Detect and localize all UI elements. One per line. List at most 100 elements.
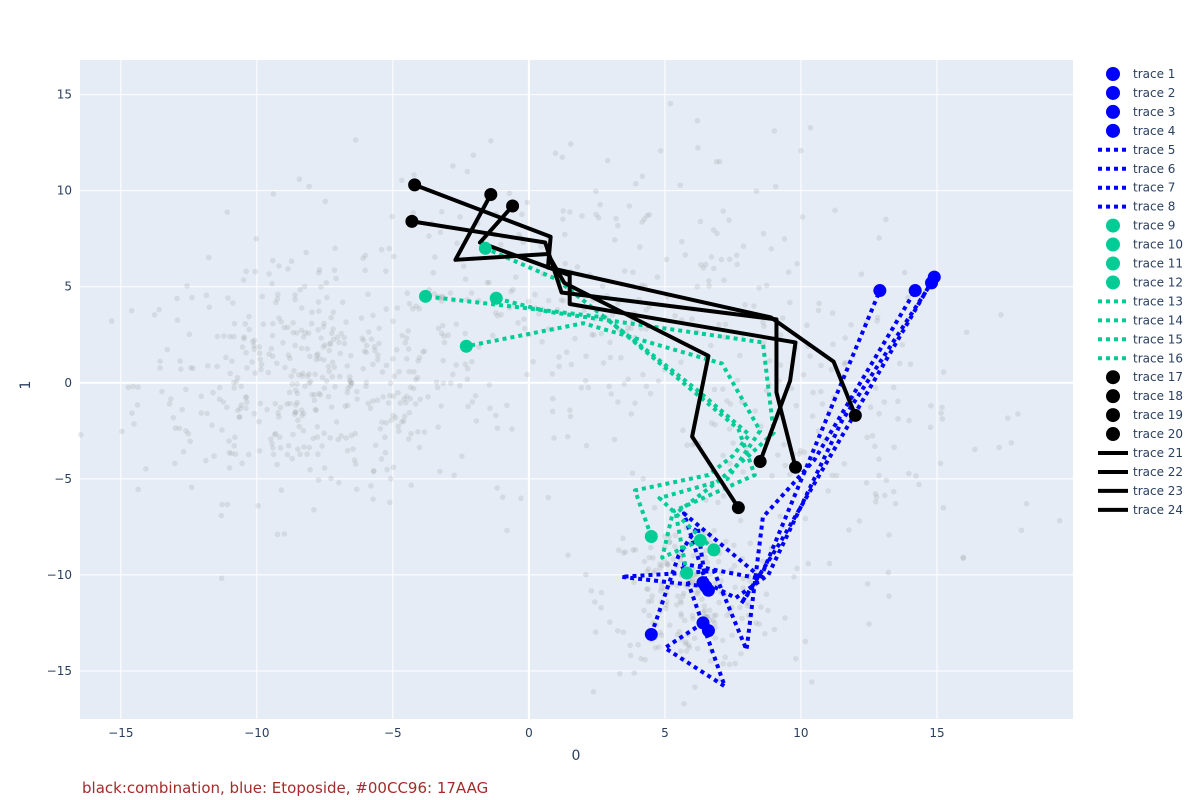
series-marker[interactable] <box>489 291 503 305</box>
series-line[interactable] <box>453 193 741 509</box>
trajectory-lines <box>411 183 936 689</box>
legend-item[interactable]: trace 4 <box>1106 123 1175 138</box>
legend-item[interactable]: trace 15 <box>1098 332 1183 346</box>
background-point <box>890 384 897 391</box>
background-point <box>290 329 296 336</box>
series-marker[interactable] <box>405 214 419 228</box>
series-marker[interactable] <box>701 583 715 597</box>
background-point <box>183 386 189 393</box>
legend-item[interactable]: trace 13 <box>1098 294 1183 308</box>
series-line[interactable] <box>619 289 917 652</box>
background-point <box>206 254 212 261</box>
background-point <box>416 305 422 312</box>
series-line[interactable] <box>649 281 934 636</box>
background-point <box>399 177 405 184</box>
background-point <box>406 300 413 307</box>
legend-item[interactable]: trace 23 <box>1098 484 1183 498</box>
background-point <box>611 237 618 243</box>
legend-item[interactable]: trace 19 <box>1106 408 1183 423</box>
background-point <box>697 218 704 225</box>
background-point <box>691 635 698 642</box>
legend-item[interactable]: trace 9 <box>1106 218 1175 233</box>
series-line[interactable] <box>477 204 798 463</box>
legend-item[interactable]: trace 16 <box>1098 351 1183 365</box>
series-line[interactable] <box>484 246 752 538</box>
series-marker[interactable] <box>408 178 422 192</box>
background-point <box>494 312 501 319</box>
background-point <box>243 268 250 275</box>
background-point <box>939 416 946 422</box>
legend-item[interactable]: trace 6 <box>1098 162 1175 176</box>
series-marker[interactable] <box>506 199 520 213</box>
series-marker[interactable] <box>707 543 721 557</box>
legend[interactable]: trace 1 trace 2 trace 3 trace 4 trace 5 trace… <box>1098 67 1183 517</box>
series-marker[interactable] <box>848 408 862 422</box>
background-point <box>307 466 313 473</box>
legend-item[interactable]: trace 2 <box>1106 85 1175 100</box>
legend-item[interactable]: trace 22 <box>1098 465 1183 479</box>
series-line[interactable] <box>465 321 763 552</box>
background-point <box>906 417 912 424</box>
background-point <box>414 374 421 381</box>
series-marker[interactable] <box>873 284 887 298</box>
series-marker[interactable] <box>459 339 473 353</box>
background-point <box>615 399 621 405</box>
background-point <box>367 405 374 412</box>
background-point <box>415 429 421 435</box>
legend-item[interactable]: trace 12 <box>1106 275 1183 290</box>
background-point <box>327 435 333 441</box>
series-line[interactable] <box>495 296 776 574</box>
series-marker[interactable] <box>696 616 710 630</box>
legend-item[interactable]: trace 10 <box>1106 237 1183 252</box>
background-point <box>437 229 444 236</box>
series-marker[interactable] <box>693 533 707 547</box>
background-point <box>272 400 279 407</box>
background-point <box>321 385 328 391</box>
background-point <box>723 538 729 545</box>
background-point <box>693 589 700 596</box>
background-point <box>939 404 945 411</box>
legend-item[interactable]: trace 21 <box>1098 446 1183 460</box>
background-point <box>320 324 327 330</box>
legend-item[interactable]: trace 18 <box>1106 389 1183 404</box>
legend-item[interactable]: trace 1 <box>1106 67 1175 81</box>
background-point <box>306 183 312 190</box>
series-marker[interactable] <box>484 187 498 201</box>
background-point <box>905 470 912 477</box>
legend-item[interactable]: trace 14 <box>1098 313 1183 327</box>
series-marker[interactable] <box>644 529 658 543</box>
series-marker[interactable] <box>753 455 767 469</box>
series-marker[interactable] <box>731 501 745 515</box>
background-point <box>714 230 720 237</box>
series-marker[interactable] <box>644 627 658 641</box>
background-point <box>332 383 338 390</box>
legend-item[interactable]: trace 3 <box>1106 104 1175 119</box>
legend-item[interactable]: trace 17 <box>1106 370 1183 385</box>
background-point <box>183 427 189 434</box>
background-point <box>662 605 669 612</box>
series-line[interactable] <box>413 183 858 417</box>
series-marker[interactable] <box>927 270 941 284</box>
legend-item[interactable]: trace 8 <box>1098 200 1175 214</box>
background-point <box>864 434 870 441</box>
background-point <box>406 409 413 416</box>
legend-item[interactable]: trace 24 <box>1098 503 1183 517</box>
background-point <box>218 575 225 582</box>
series-marker[interactable] <box>478 241 492 255</box>
background-point <box>320 344 327 350</box>
background-point <box>597 201 603 208</box>
background-point <box>638 655 644 662</box>
series-marker[interactable] <box>908 284 922 298</box>
series-line[interactable] <box>425 294 757 560</box>
legend-item[interactable]: trace 7 <box>1098 181 1175 195</box>
background-point <box>712 421 718 428</box>
series-marker[interactable] <box>789 460 803 474</box>
legend-item[interactable]: trace 5 <box>1098 143 1175 157</box>
background-point <box>652 567 659 574</box>
series-marker[interactable] <box>680 566 694 580</box>
background-point <box>172 460 178 467</box>
background-point <box>363 383 369 390</box>
legend-item[interactable]: trace 11 <box>1106 256 1183 271</box>
series-marker[interactable] <box>419 289 433 303</box>
legend-item[interactable]: trace 20 <box>1106 427 1183 442</box>
